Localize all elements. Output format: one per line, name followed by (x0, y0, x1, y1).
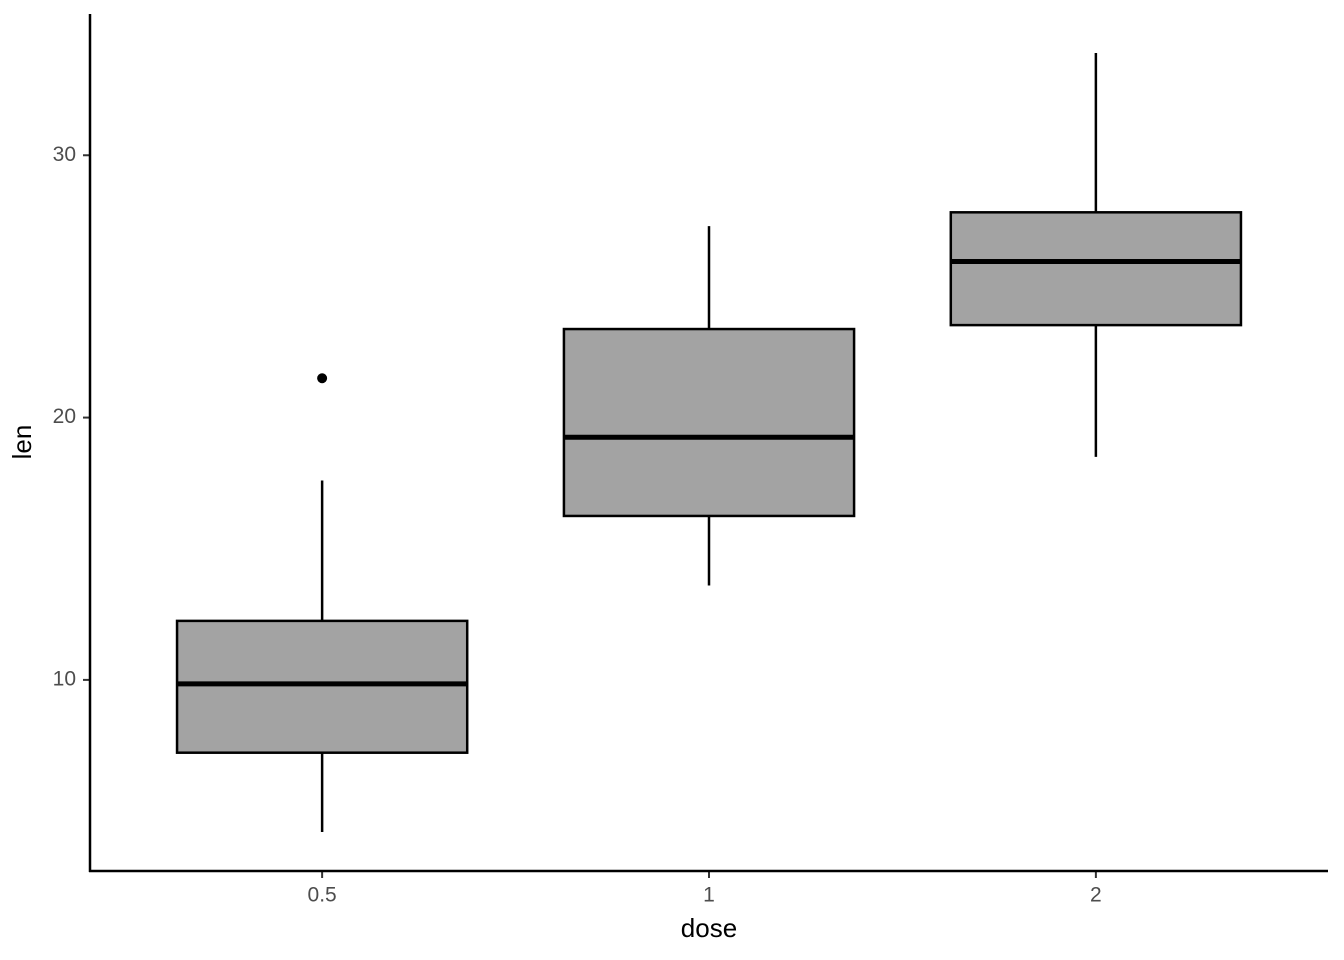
y-tick-label: 10 (53, 667, 76, 690)
y-axis-title: len (7, 425, 37, 460)
outlier (317, 373, 328, 384)
box (949, 211, 1243, 327)
y-tick-label: 20 (53, 405, 76, 428)
x-tick-label: 2 (1090, 884, 1102, 907)
x-tick-label: 0.5 (308, 884, 337, 907)
box (562, 327, 856, 518)
x-tick-label: 1 (703, 884, 715, 907)
box (175, 619, 469, 754)
x-axis-title: dose (681, 913, 737, 943)
y-tick-label: 30 (53, 143, 76, 166)
